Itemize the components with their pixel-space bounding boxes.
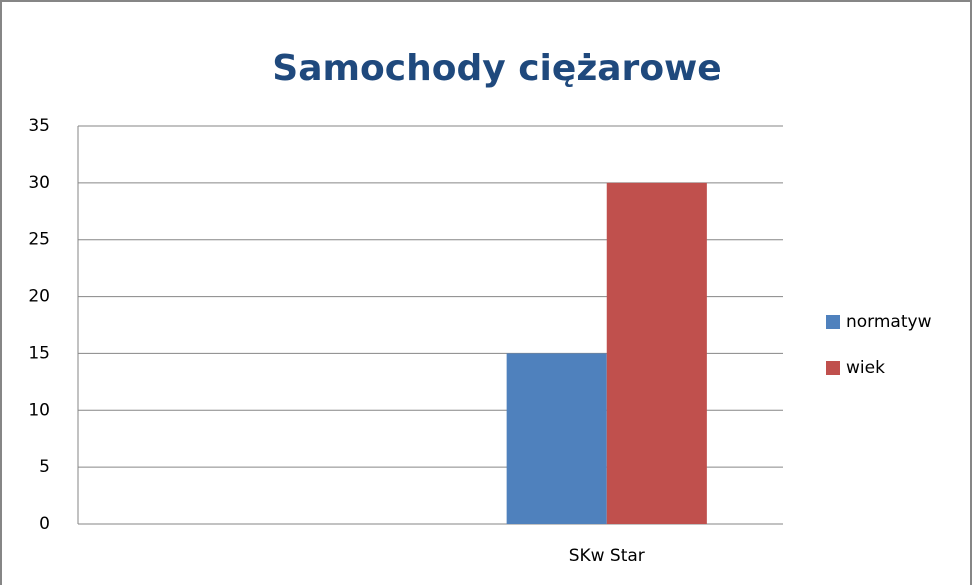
y-tick-label: 15 [28,343,50,363]
y-tick-label: 5 [39,457,50,477]
y-tick-label: 0 [39,514,50,534]
legend-label: wiek [846,358,885,378]
legend-label: normatyw [846,312,932,332]
legend-swatch [826,361,840,375]
bar [606,182,707,524]
y-tick-label: 25 [28,230,50,250]
legend-swatch [826,315,840,329]
y-tick-label: 35 [28,116,50,136]
y-tick-label: 10 [28,400,50,420]
y-tick-label: 20 [28,287,50,307]
x-tick-label: SKw Star [569,546,645,566]
y-tick-label: 30 [28,173,50,193]
bar [506,353,607,524]
chart-title: Samochody ciężarowe [272,48,721,89]
